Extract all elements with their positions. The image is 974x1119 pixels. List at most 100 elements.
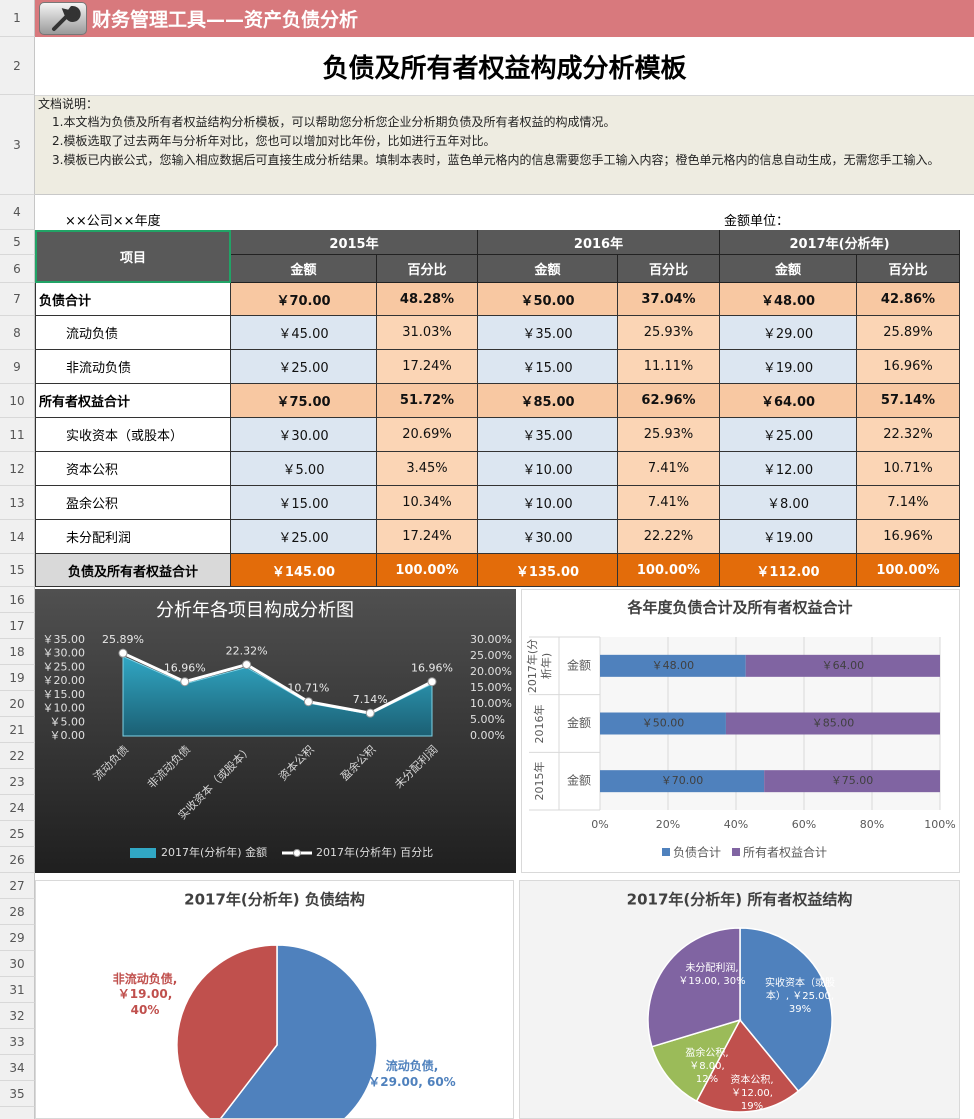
y-tick-label: ￥0.00 (50, 729, 86, 742)
x-tick-label: 100% (924, 818, 955, 831)
legend-swatch (732, 848, 740, 856)
data-label: 25.89% (102, 633, 144, 646)
pie-label: 非流动负债, ￥19.00, 40% (112, 971, 178, 1017)
amount-cell: ￥70.00 (231, 283, 377, 316)
row-number: 9 (0, 350, 35, 384)
y-category-label: 2015年 (532, 761, 546, 801)
row-number: 13 (0, 486, 35, 520)
chart-title: 2017年(分析年) 所有者权益结构 (627, 891, 853, 909)
pie-label: 资本公积, ￥12.00, 19% (730, 1074, 774, 1112)
y2-tick-label: 10.00% (470, 697, 512, 710)
row-number: 29 (0, 925, 35, 951)
notes-heading: 文档说明： (38, 97, 99, 111)
row-label: 盈余公积 (35, 486, 231, 520)
row-number: 19 (0, 665, 35, 691)
amount-cell: ￥48.00 (720, 283, 857, 316)
line-marker (242, 660, 252, 670)
x-tick-label: 0% (591, 818, 608, 831)
pie-chart: 2017年(分析年) 负债结构 (35, 880, 514, 1119)
row-number: 8 (0, 316, 35, 350)
row-number-filler (0, 1107, 35, 1119)
notes-line: 3.模板已内嵌公式，您输入相应数据后可直接生成分析结果。填制本表时，蓝色单元格内… (52, 153, 940, 167)
pie-slice (739, 927, 833, 1093)
row-number: 28 (0, 899, 35, 925)
notes-line: 2.模板选取了过去两年与分析年对比，您也可以增加对比年份，比如进行五年对比。 (52, 134, 496, 148)
row-label: 负债合计 (35, 283, 231, 316)
amount-cell: ￥25.00 (231, 350, 377, 384)
app-icon (39, 2, 87, 35)
app-banner-title: 财务管理工具——资产负债分析 (92, 9, 359, 31)
legend-label: 负债合计 (673, 845, 721, 860)
y-tick-label: ￥20.00 (43, 674, 86, 687)
amount-cell: ￥64.00 (720, 384, 857, 418)
row-number: 10 (0, 384, 35, 418)
amount-cell: ￥50.00 (478, 283, 618, 316)
percent-cell: 3.45% (377, 452, 478, 486)
legend-swatch (293, 849, 301, 857)
row-number: 11 (0, 418, 35, 452)
y2-tick-label: 30.00% (470, 633, 512, 646)
row-label: 负债及所有者权益合计 (35, 554, 231, 587)
amount-cell: ￥25.00 (720, 418, 857, 452)
row-number: 12 (0, 452, 35, 486)
unit-label: 金额单位： (724, 213, 790, 229)
row-number: 2 (0, 37, 35, 95)
amount-cell: ￥35.00 (478, 316, 618, 350)
y-category-label: 2017年(分析年) (525, 638, 553, 693)
pie-slice (695, 1018, 800, 1113)
x-tick-label: 40% (724, 818, 748, 831)
percent-cell: 48.28% (377, 283, 478, 316)
item-header: 项目 (35, 230, 231, 283)
chart-title: 分析年各项目构成分析图 (156, 600, 354, 621)
row-label: 流动负债 (35, 316, 231, 350)
sub-header: 百分比 (618, 255, 720, 283)
amount-cell: ￥19.00 (720, 520, 857, 554)
y-tick-label: ￥35.00 (43, 633, 86, 646)
row-number: 27 (0, 873, 35, 899)
percent-cell: 16.96% (857, 350, 960, 384)
notes-panel (35, 95, 974, 195)
row-number: 32 (0, 1003, 35, 1029)
y-category-label: 2016年 (532, 704, 546, 743)
year-header: 2016年 (478, 230, 720, 255)
row-number: 24 (0, 795, 35, 821)
line-marker (118, 648, 128, 658)
percent-cell: 10.34% (377, 486, 478, 520)
row-number: 20 (0, 691, 35, 717)
y-subcategory-label: 金额 (567, 657, 591, 672)
legend-swatch (662, 848, 670, 856)
y2-tick-label: 20.00% (470, 665, 512, 678)
data-label: ￥85.00 (812, 717, 855, 730)
row-number: 6 (0, 255, 35, 283)
notes-line: 1.本文档为负债及所有者权益结构分析模板，可以帮助您分析您企业分析期负债及所有者… (52, 115, 616, 129)
y-tick-label: ￥15.00 (43, 688, 86, 701)
percent-cell: 17.24% (377, 520, 478, 554)
legend-label: 2017年(分析年) 百分比 (316, 845, 433, 859)
amount-cell: ￥45.00 (231, 316, 377, 350)
y-tick-label: ￥30.00 (43, 647, 86, 660)
amount-cell: ￥15.00 (478, 350, 618, 384)
row-number: 18 (0, 639, 35, 665)
percent-cell: 7.41% (618, 452, 720, 486)
bar-segment (600, 712, 726, 735)
percent-cell: 25.93% (618, 418, 720, 452)
amount-cell: ￥10.00 (478, 452, 618, 486)
amount-cell: ￥8.00 (720, 486, 857, 520)
row-number: 7 (0, 283, 35, 316)
percent-cell: 17.24% (377, 350, 478, 384)
percent-cell: 42.86% (857, 283, 960, 316)
amount-cell: ￥5.00 (231, 452, 377, 486)
pie-slice (219, 944, 378, 1119)
percent-cell: 25.89% (857, 316, 960, 350)
percent-cell: 16.96% (857, 520, 960, 554)
pie-slice (647, 927, 741, 1048)
row-number: 17 (0, 613, 35, 639)
data-label: ￥70.00 (661, 774, 704, 787)
row-number: 30 (0, 951, 35, 977)
bar-segment (600, 770, 765, 793)
y-subcategory-label: 金额 (567, 773, 591, 788)
percent-cell: 100.00% (377, 554, 478, 587)
sub-header: 百分比 (377, 255, 478, 283)
amount-cell: ￥135.00 (478, 554, 618, 587)
percent-cell: 22.22% (618, 520, 720, 554)
